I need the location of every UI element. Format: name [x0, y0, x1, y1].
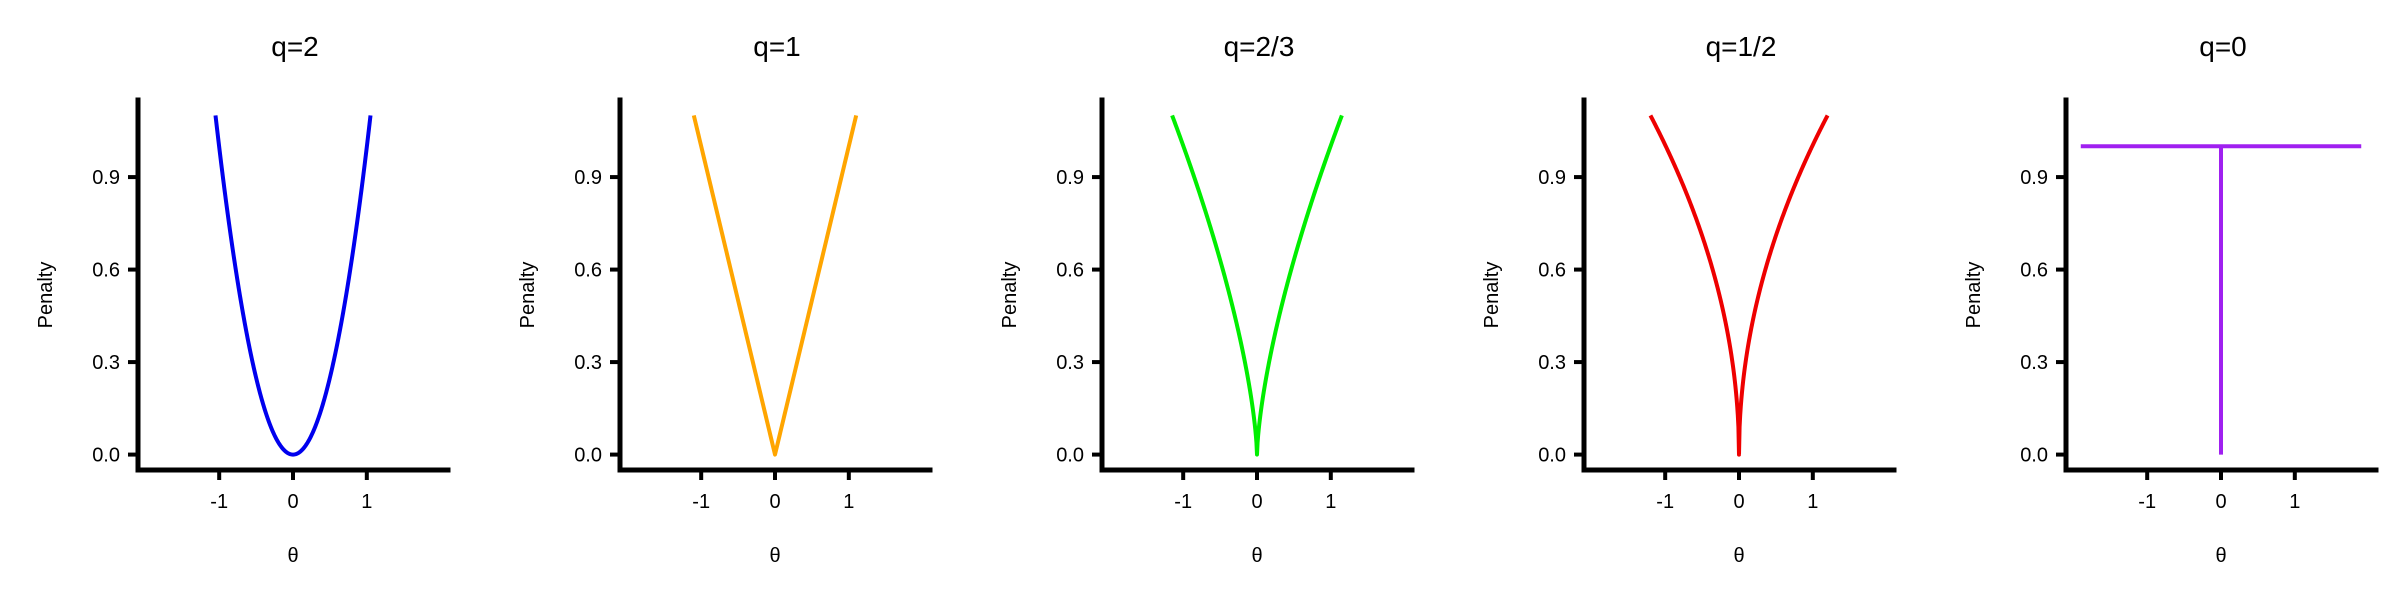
y-tick-label: 0.9 — [1056, 167, 1084, 189]
penalty-curve — [691, 114, 859, 457]
chart-panel-2: 0.0 0.3 0.6 0.9 -1 0 1 q=1 θ Penalty — [517, 31, 933, 567]
y-tick-label: 0.6 — [574, 260, 602, 282]
y-axis-label: Penalty — [1481, 262, 1503, 329]
x-tick-label: 0 — [769, 491, 780, 513]
y-axis-label: Penalty — [517, 262, 539, 329]
x-tick-label: 0 — [287, 491, 298, 513]
x-tick-label: -1 — [1174, 491, 1192, 513]
x-tick-label: -1 — [2138, 491, 2156, 513]
y-tick-label: 0.6 — [1538, 260, 1566, 282]
y-tick-label: 0.6 — [2020, 260, 2048, 282]
chart-panel-5: 0.0 0.3 0.6 0.9 -1 0 1 q=0 θ Penalty — [1963, 31, 2379, 567]
x-tick-label: 0 — [1733, 491, 1744, 513]
y-tick-label: 0.0 — [1056, 445, 1084, 467]
panel-title: q=0 — [2199, 31, 2247, 62]
y-tick-label: 0.6 — [1056, 260, 1084, 282]
x-axis-label: θ — [2215, 545, 2226, 567]
x-tick-label: 1 — [1807, 491, 1818, 513]
chart-panel-3: 0.0 0.3 0.6 0.9 -1 0 1 q=2/3 θ Penalty — [999, 31, 1415, 567]
y-axis-label: Penalty — [1963, 262, 1985, 329]
y-axis-label: Penalty — [35, 262, 57, 329]
x-tick-label: 0 — [1251, 491, 1262, 513]
y-tick-label: 0.9 — [574, 167, 602, 189]
x-tick-label: 1 — [843, 491, 854, 513]
y-tick-label: 0.3 — [1538, 352, 1566, 374]
x-tick-label: -1 — [210, 491, 228, 513]
panel-title: q=1 — [753, 31, 801, 62]
x-axis-label: θ — [1251, 545, 1262, 567]
panel-title: q=1/2 — [1706, 31, 1777, 62]
x-axis-label: θ — [287, 545, 298, 567]
chart-panel-1: 0.0 0.3 0.6 0.9 -1 0 1 q=2 θ Penalty — [35, 31, 451, 567]
chart-panel-4: 0.0 0.3 0.6 0.9 -1 0 1 q=1/2 θ Penalty — [1481, 31, 1897, 567]
x-tick-label: 1 — [361, 491, 372, 513]
penalty-curve — [213, 115, 373, 457]
x-axis-label: θ — [1733, 545, 1744, 567]
y-tick-label: 0.6 — [92, 260, 120, 282]
y-tick-label: 0.0 — [1538, 445, 1566, 467]
panel-title: q=2/3 — [1224, 31, 1295, 62]
y-tick-label: 0.9 — [1538, 167, 1566, 189]
y-tick-label: 0.0 — [574, 445, 602, 467]
x-tick-label: 0 — [2215, 491, 2226, 513]
y-tick-label: 0.9 — [2020, 167, 2048, 189]
panel-title: q=2 — [271, 31, 319, 62]
y-tick-label: 0.9 — [92, 167, 120, 189]
y-tick-label: 0.3 — [2020, 352, 2048, 374]
y-tick-label: 0.3 — [92, 352, 120, 374]
penalty-curve — [1648, 114, 1830, 457]
penalty-curve — [1170, 114, 1344, 457]
y-axis-label: Penalty — [999, 262, 1021, 329]
x-tick-label: -1 — [692, 491, 710, 513]
y-tick-label: 0.3 — [1056, 352, 1084, 374]
y-tick-label: 0.0 — [2020, 445, 2048, 467]
y-tick-label: 0.0 — [92, 445, 120, 467]
x-tick-label: -1 — [1656, 491, 1674, 513]
x-axis-label: θ — [769, 545, 780, 567]
y-tick-label: 0.3 — [574, 352, 602, 374]
x-tick-label: 1 — [1325, 491, 1336, 513]
x-tick-label: 1 — [2289, 491, 2300, 513]
